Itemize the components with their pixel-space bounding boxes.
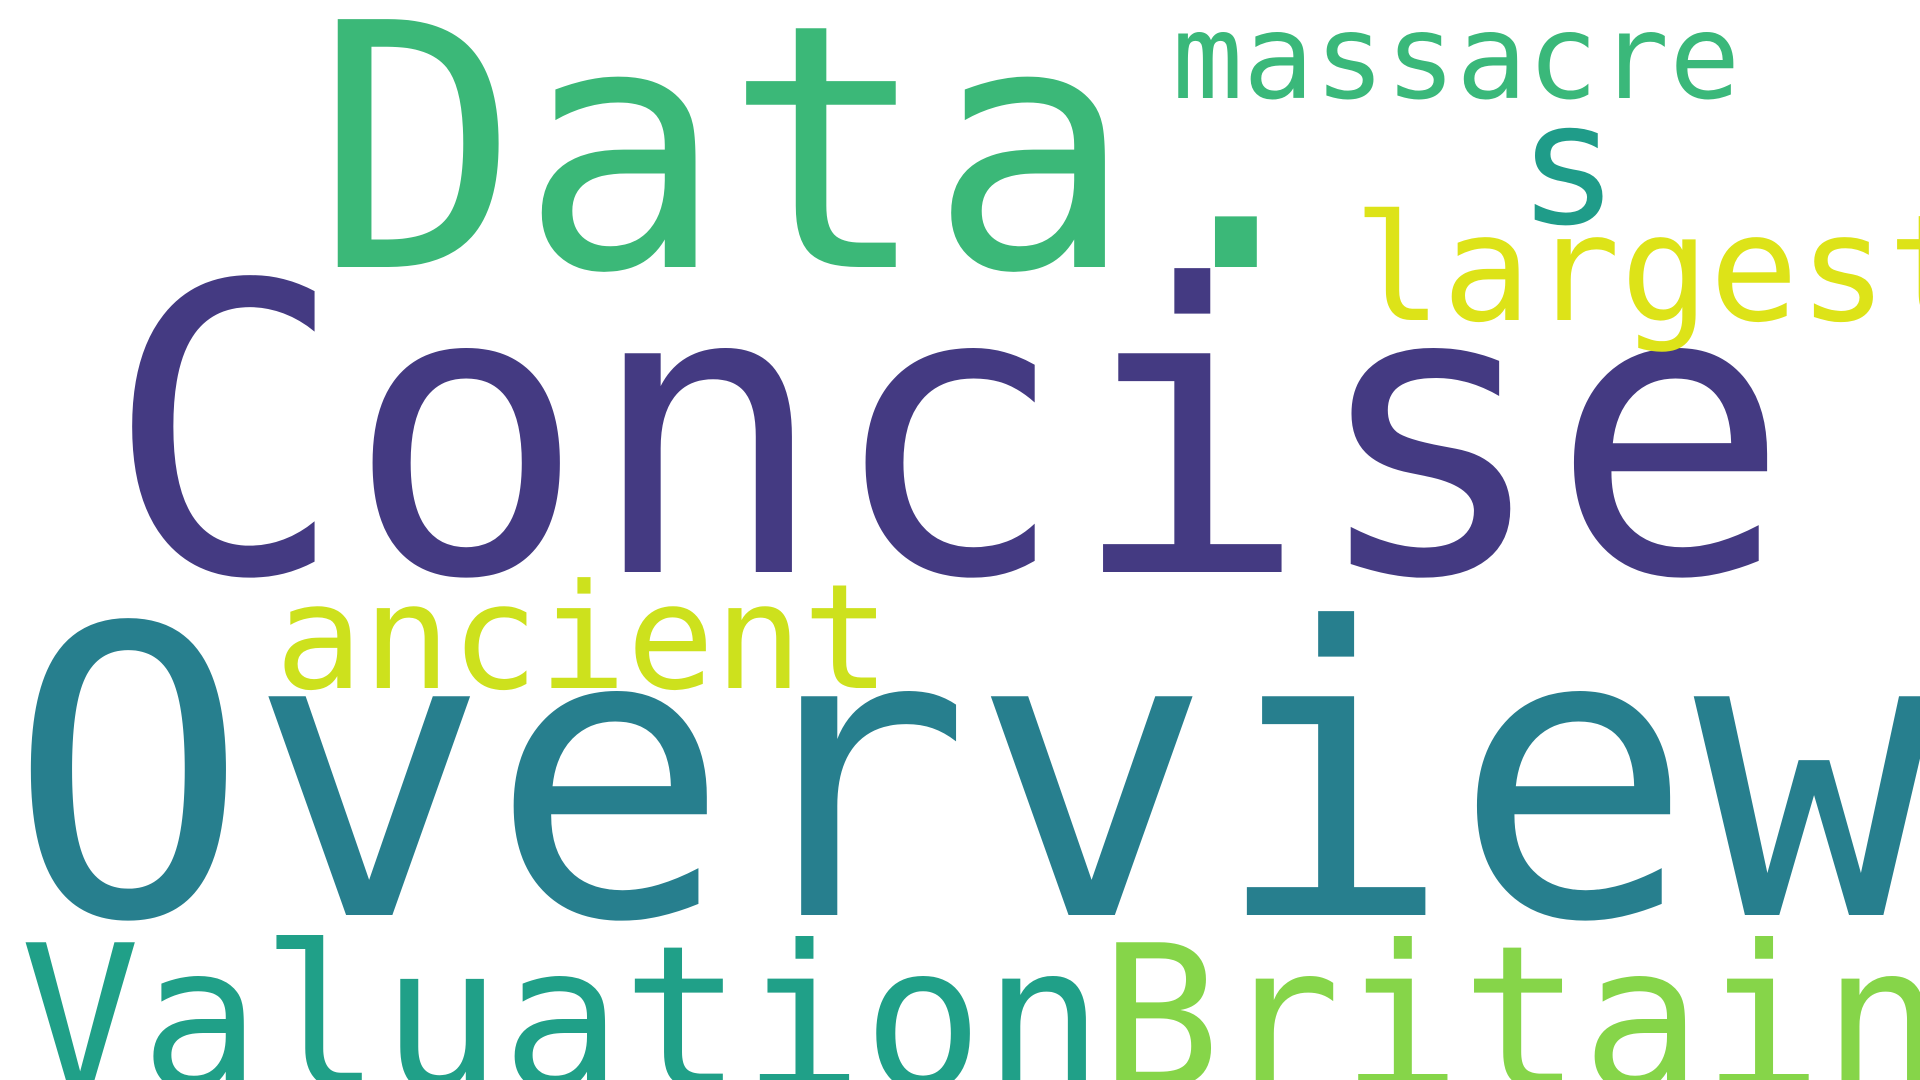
word-s: s xyxy=(1517,66,1620,264)
word-overview: Overview xyxy=(8,545,1920,1010)
word-valuation: Valuation xyxy=(20,903,1104,1080)
word-largest: largest xyxy=(1353,183,1920,355)
word-data: Data. xyxy=(315,0,1339,348)
word-ancient: ancient xyxy=(275,553,891,723)
word-britain: Britain xyxy=(1100,903,1920,1080)
word-massacre: massacre xyxy=(1172,0,1741,126)
word-concise: Concise xyxy=(105,202,1791,667)
